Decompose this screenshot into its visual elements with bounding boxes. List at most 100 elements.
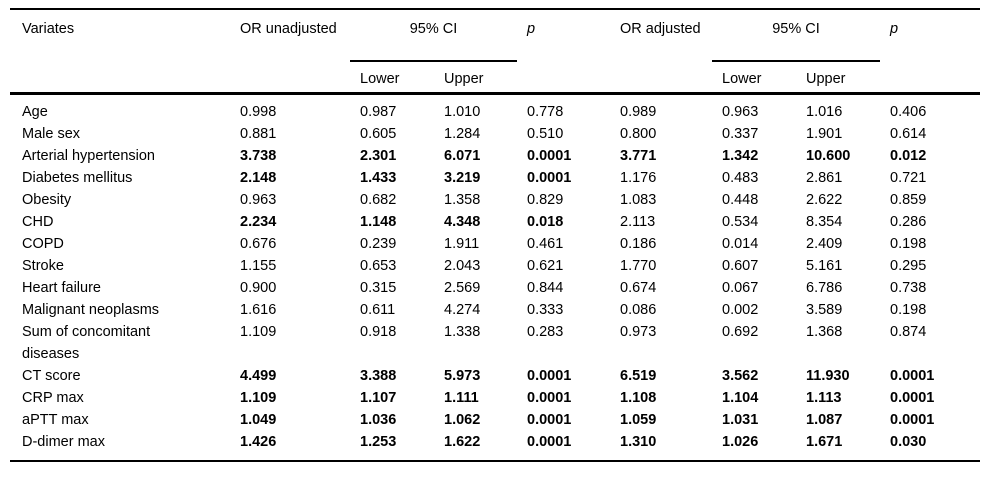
value-cell: 0.778 — [527, 103, 564, 120]
value-cell: 0.682 — [360, 191, 397, 208]
variate-label: Arterial hypertension — [22, 147, 155, 164]
value-cell: 1.062 — [444, 411, 481, 428]
value-cell: 1.107 — [360, 389, 397, 406]
value-cell: 1.622 — [444, 433, 481, 450]
value-cell: 1.083 — [620, 191, 657, 208]
header-row-top: Variates OR unadjusted 95% CI p OR adjus… — [10, 9, 980, 62]
table-row: Malignant neoplasms 1.616 0.611 4.274 0.333 0… — [10, 299, 980, 321]
value-cell: 3.219 — [444, 169, 481, 186]
variate-label: CRP max — [22, 389, 84, 406]
value-cell: 0.448 — [722, 191, 759, 208]
value-cell: 0.963 — [240, 191, 277, 208]
column-header-ci-adjusted: 95% CI — [712, 9, 890, 62]
value-cell: 1.108 — [620, 389, 657, 406]
value-cell: 0.534 — [722, 213, 759, 230]
value-cell: 1.338 — [444, 323, 481, 340]
value-cell: 1.770 — [620, 257, 657, 274]
value-cell: 6.519 — [620, 367, 657, 384]
value-cell: 0.239 — [360, 235, 397, 252]
value-cell: 4.274 — [444, 301, 481, 318]
value-cell: 1.368 — [806, 323, 843, 340]
value-cell: 1.109 — [240, 389, 277, 406]
value-cell: 2.622 — [806, 191, 843, 208]
value-cell: 2.301 — [360, 147, 397, 164]
value-cell: 11.930 — [806, 367, 850, 384]
value-cell: 1.104 — [722, 389, 759, 406]
value-cell: 0.721 — [890, 169, 927, 186]
value-cell: 0.198 — [890, 235, 927, 252]
value-cell: 1.616 — [240, 301, 277, 318]
value-cell: 1.059 — [620, 411, 657, 428]
column-header-p-adjusted: p — [890, 21, 899, 37]
table-header: Variates OR unadjusted 95% CI p OR adjus… — [10, 9, 980, 93]
value-cell: 0.0001 — [527, 147, 572, 164]
value-cell: 0.461 — [527, 235, 564, 252]
value-cell: 0.337 — [722, 125, 759, 142]
value-cell: 0.621 — [527, 257, 564, 274]
value-cell: 1.087 — [806, 411, 843, 428]
column-header-variates: Variates — [22, 21, 75, 37]
value-cell: 3.388 — [360, 367, 397, 384]
value-cell: 3.738 — [240, 147, 277, 164]
value-cell: 4.348 — [444, 213, 481, 230]
value-cell: 2.861 — [806, 169, 843, 186]
value-cell: 0.406 — [890, 103, 927, 120]
value-cell: 1.111 — [444, 389, 479, 406]
value-cell: 0.086 — [620, 301, 657, 318]
value-cell: 1.671 — [806, 433, 843, 450]
value-cell: 0.611 — [360, 301, 396, 318]
value-cell: 0.333 — [527, 301, 564, 318]
ci-adjusted-label: 95% CI — [772, 21, 820, 37]
variate-label: Male sex — [22, 125, 81, 142]
value-cell: 1.284 — [444, 125, 481, 142]
value-cell: 0.0001 — [890, 411, 935, 428]
header-row-sub: Lower Upper Lower Upper — [10, 62, 980, 93]
value-cell: 0.510 — [527, 125, 564, 142]
table-row: Arterial hypertension 3.738 2.301 6.071 0.00… — [10, 145, 980, 167]
value-cell: 5.161 — [806, 257, 843, 274]
value-cell: 3.589 — [806, 301, 843, 318]
value-cell: 10.600 — [806, 147, 851, 164]
value-cell: 1.901 — [806, 125, 843, 142]
value-cell: 0.315 — [360, 279, 397, 296]
value-cell: 0.0001 — [890, 367, 935, 384]
value-cell: 0.963 — [722, 103, 759, 120]
value-cell: 0.0001 — [527, 169, 572, 186]
value-cell: 1.109 — [240, 323, 277, 340]
column-header-or-unadjusted: OR unadjusted — [240, 21, 337, 37]
value-cell: 1.911 — [444, 235, 480, 252]
table-row: COPD 0.676 0.239 1.911 0.461 0.186 0.014 2.409 0… — [10, 233, 980, 255]
variate-label: Diabetes mellitus — [22, 169, 133, 186]
value-cell: 1.155 — [240, 257, 277, 274]
value-cell: 0.614 — [890, 125, 927, 142]
value-cell: 0.674 — [620, 279, 657, 296]
value-cell: 3.562 — [722, 367, 759, 384]
variate-label: Age — [22, 103, 48, 120]
column-header-lower-adjusted: Lower — [722, 71, 762, 87]
table-row: CHD 2.234 1.148 4.348 0.018 2.113 0.534 8.354 0.… — [10, 211, 980, 233]
value-cell: 0.0001 — [527, 367, 572, 384]
table-row: Obesity 0.963 0.682 1.358 0.829 1.083 0.448 2.6… — [10, 189, 980, 211]
value-cell: 6.071 — [444, 147, 481, 164]
value-cell: 0.900 — [240, 279, 277, 296]
value-cell: 1.113 — [806, 389, 842, 406]
value-cell: 1.176 — [620, 169, 657, 186]
table-row: CT score 4.499 3.388 5.973 0.0001 6.519 3.562 1… — [10, 365, 980, 387]
value-cell: 0.067 — [722, 279, 759, 296]
variate-label: Stroke — [22, 257, 64, 274]
value-cell: 2.569 — [444, 279, 481, 296]
value-cell: 0.829 — [527, 191, 564, 208]
value-cell: 0.0001 — [527, 389, 572, 406]
ci-unadjusted-label: 95% CI — [409, 21, 458, 37]
value-cell: 1.253 — [360, 433, 397, 450]
value-cell: 0.989 — [620, 103, 657, 120]
value-cell: 0.014 — [722, 235, 759, 252]
value-cell: 0.030 — [890, 433, 927, 450]
value-cell: 1.433 — [360, 169, 397, 186]
value-cell: 0.874 — [890, 323, 927, 340]
value-cell: 6.786 — [806, 279, 843, 296]
value-cell: 2.113 — [620, 213, 656, 230]
value-cell: 0.002 — [722, 301, 759, 318]
value-cell: 8.354 — [806, 213, 843, 230]
ci-unadjusted-spanner-rule — [350, 60, 517, 62]
